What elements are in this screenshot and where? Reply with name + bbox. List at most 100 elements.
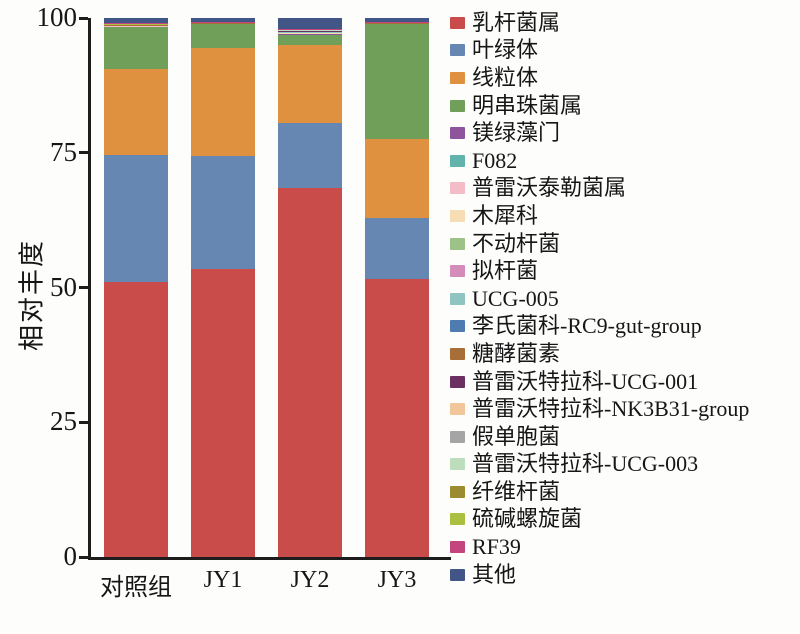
legend-item: 纤维杆菌 <box>450 478 798 506</box>
legend-label: UCG-005 <box>472 285 559 311</box>
bar-segment <box>278 33 342 45</box>
legend-item: 明串珠菌属 <box>450 92 798 120</box>
legend-swatch <box>450 485 465 498</box>
legend-item: 硫碱螺旋菌 <box>450 506 798 534</box>
legend-label: RF39 <box>472 534 521 560</box>
legend-label: 普雷沃特拉科-UCG-001 <box>472 368 699 394</box>
bar-segment <box>365 23 429 140</box>
legend-label: 普雷沃特拉科-UCG-003 <box>472 451 699 477</box>
legend-swatch <box>450 16 465 29</box>
legend-swatch <box>450 375 465 388</box>
y-tick-mark <box>79 151 88 155</box>
legend-label: 拟杆菌 <box>472 258 539 284</box>
y-tick-label: 0 <box>63 541 78 571</box>
legend-item: 假单胞菌 <box>450 423 798 451</box>
x-tick-label: 对照组 <box>100 575 172 601</box>
bar-segment <box>104 18 168 24</box>
legend-item: UCG-005 <box>450 285 798 313</box>
legend-swatch <box>450 458 465 471</box>
legend-swatch <box>450 127 465 140</box>
legend-swatch <box>450 265 465 278</box>
bar-segment <box>365 279 429 557</box>
legend-item: 线粒体 <box>450 64 798 92</box>
legend-item: 木犀科 <box>450 202 798 230</box>
bar-JY2 <box>278 18 342 557</box>
bar-对照组 <box>104 18 168 557</box>
legend-label: 纤维杆菌 <box>472 478 561 504</box>
legend-label: 叶绿体 <box>472 37 539 63</box>
bar-segment <box>104 155 168 283</box>
legend-swatch <box>450 292 465 305</box>
legend-label: 假单胞菌 <box>472 423 561 449</box>
legend-label: 明串珠菌属 <box>472 92 583 118</box>
bar-segment <box>278 122 342 188</box>
legend-item: 普雷沃特拉科-UCG-001 <box>450 368 798 396</box>
legend-swatch <box>450 99 465 112</box>
legend-swatch <box>450 513 465 526</box>
plot-area: 0 25 50 75 100 对照组 JY1 JY2 JY3 <box>37 4 451 601</box>
legend-swatch <box>450 44 465 57</box>
legend-label: 李氏菌科-RC9-gut-group <box>472 313 702 339</box>
legend-item: 糖酵菌素 <box>450 340 798 368</box>
bar-segment <box>365 139 429 218</box>
legend-label: 糖酵菌素 <box>472 340 561 366</box>
bar-segment <box>191 268 255 557</box>
y-tick-label: 100 <box>36 2 78 32</box>
legend-swatch <box>450 154 465 167</box>
bar-segment <box>104 282 168 557</box>
bar-segment <box>365 217 429 280</box>
legend-swatch <box>450 403 465 416</box>
legend-label: 木犀科 <box>472 202 539 228</box>
legend-label: 硫碱螺旋菌 <box>472 506 583 532</box>
bar-segment <box>191 23 255 48</box>
y-tick-label: 50 <box>50 271 77 302</box>
legend-swatch <box>450 430 465 443</box>
legend-swatch <box>450 182 465 195</box>
bar-JY1 <box>191 18 255 557</box>
x-tick-label: JY2 <box>290 567 330 593</box>
legend-label: 乳杆菌属 <box>472 9 561 35</box>
legend-swatch <box>450 347 465 360</box>
legend-item: 镁绿藻门 <box>450 119 798 147</box>
legend-swatch <box>450 237 465 250</box>
bar-segment <box>191 155 255 269</box>
legend-swatch <box>450 209 465 222</box>
bar-segment <box>104 25 168 70</box>
legend-item: 叶绿体 <box>450 37 798 65</box>
y-tick-mark <box>79 555 88 559</box>
legend-item: 拟杆菌 <box>450 257 798 285</box>
legend-item: 普雷沃特拉科-NK3B31-group <box>450 395 798 423</box>
y-tick-mark <box>79 16 88 20</box>
legend-item: 李氏菌科-RC9-gut-group <box>450 313 798 341</box>
x-tick-label: JY3 <box>377 567 417 593</box>
legend-label: 线粒体 <box>472 64 539 90</box>
legend-item: F082 <box>450 147 798 175</box>
y-tick-label: 25 <box>50 406 77 437</box>
y-axis-title: 相对丰度 <box>17 238 47 352</box>
legend-label: 其他 <box>472 561 517 587</box>
bar-segment <box>191 18 255 22</box>
legend-label: 镁绿藻门 <box>472 120 561 146</box>
legend-swatch <box>450 541 465 554</box>
y-tick-mark <box>79 286 88 289</box>
bar-segment <box>365 18 429 22</box>
legend: 乳杆菌属 叶绿体 线粒体 明串珠菌属 镁绿藻门 F082 普雷沃泰勒菌属 木犀科 不动杆菌 拟杆菌… <box>450 9 798 588</box>
legend-label: 普雷沃泰勒菌属 <box>472 175 627 201</box>
legend-swatch <box>450 71 465 84</box>
legend-item: RF39 <box>450 533 798 561</box>
bar-segment <box>278 44 342 123</box>
bar-JY3 <box>365 18 429 557</box>
bar-segment <box>104 69 168 156</box>
bar-segment <box>278 18 342 29</box>
legend-item: 其他 <box>450 561 798 589</box>
legend-label: F082 <box>472 147 518 173</box>
legend-item: 普雷沃特拉科-UCG-003 <box>450 451 798 479</box>
bar-segment <box>191 47 255 156</box>
y-tick-label: 75 <box>50 136 77 167</box>
legend-item: 普雷沃泰勒菌属 <box>450 175 798 203</box>
legend-swatch <box>450 320 465 333</box>
y-tick-mark <box>79 420 88 424</box>
bar-segment <box>278 187 342 557</box>
legend-label: 普雷沃特拉科-NK3B31-group <box>472 396 750 422</box>
